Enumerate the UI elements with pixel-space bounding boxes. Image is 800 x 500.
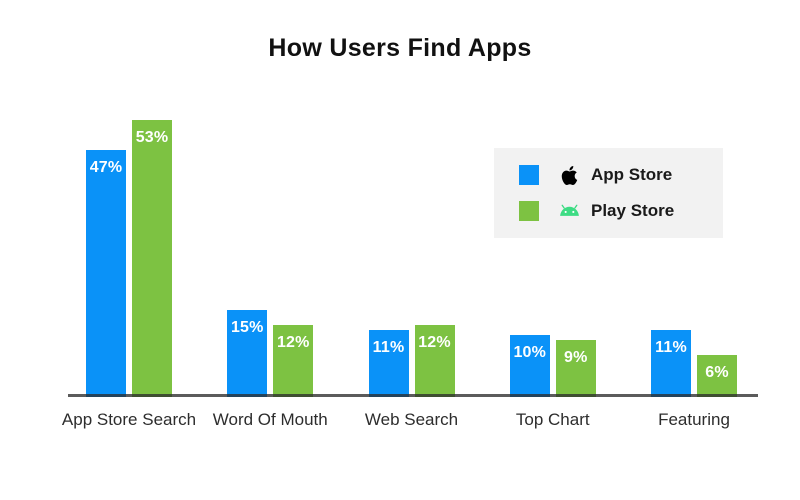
bar-group-featuring: 11% 6% (651, 330, 737, 397)
bar-value-label: 6% (705, 364, 729, 381)
bar-value-label: 11% (372, 339, 405, 356)
x-axis-line (68, 394, 758, 397)
bar-group-web-search: 11% 12% (368, 325, 455, 397)
page-title: How Users Find Apps (268, 34, 532, 62)
bar-app-store: 47% (86, 150, 126, 397)
bar-group-word-of-mouth: 15% 12% (227, 310, 314, 397)
bar-value-label: 15% (230, 319, 264, 336)
legend-label-play-store: Play Store (591, 201, 675, 220)
bar-value-label: 53% (135, 129, 169, 146)
bar-play-store: 12% (273, 325, 314, 397)
bar-value-label: 12% (418, 334, 451, 351)
bar-app-store: 11% (651, 330, 691, 397)
bar-play-store: 53% (132, 120, 172, 397)
bar-app-store: 10% (509, 335, 550, 397)
bar-play-store: 12% (414, 325, 455, 397)
bar-value-label: 47% (89, 159, 123, 176)
legend-item-app-store: App Store (519, 165, 723, 185)
x-axis-label: Featuring (658, 410, 730, 429)
legend-swatch-play-store (519, 201, 539, 221)
x-axis-label: Word Of Mouth (212, 410, 328, 429)
x-axis-label: Web Search (364, 410, 459, 429)
legend-label-app-store: App Store (591, 165, 673, 184)
x-axis-label: Top Chart (515, 410, 590, 429)
legend: App Store Play Store (494, 148, 723, 238)
legend-item-play-store: Play Store (519, 201, 723, 221)
bar-value-label: 11% (655, 339, 687, 356)
bar-value-label: 9% (563, 349, 588, 366)
bar-play-store: 6% (697, 355, 737, 397)
bar-app-store: 11% (368, 330, 409, 397)
bar-value-label: 10% (513, 344, 547, 361)
legend-swatch-app-store (519, 165, 539, 185)
bar-group-app-store-search: 47% 53% (86, 120, 172, 397)
x-axis-label: App Store Search (61, 410, 197, 429)
bar-play-store: 9% (555, 340, 596, 397)
apple-icon (557, 165, 581, 185)
android-icon (557, 204, 581, 219)
bar-value-label: 12% (276, 334, 310, 351)
bar-group-top-chart: 10% 9% (509, 335, 596, 397)
bar-app-store: 15% (227, 310, 268, 397)
